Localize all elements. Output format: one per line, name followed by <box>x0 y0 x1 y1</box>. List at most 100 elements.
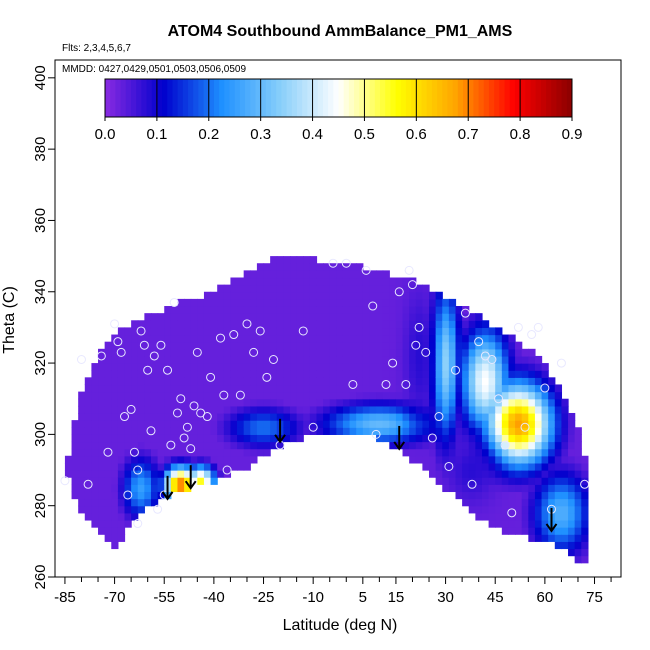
heatmap-cell <box>250 270 258 279</box>
heatmap-cell <box>64 455 73 464</box>
heatmap-cell <box>323 327 331 336</box>
heatmap-cell <box>581 505 589 514</box>
heatmap-cell <box>409 306 417 314</box>
colorbar-swatch <box>250 79 256 117</box>
heatmap-cell <box>91 441 99 450</box>
heatmap-cell <box>415 384 423 393</box>
colorbar-tick-label: 0.1 <box>146 126 167 143</box>
heatmap-cell <box>534 384 543 393</box>
heatmap-cell <box>475 470 483 478</box>
heatmap-cell <box>276 277 284 286</box>
heatmap-cell <box>283 270 291 279</box>
colorbar-tick-label: 0.9 <box>562 126 583 143</box>
heatmap-cell <box>309 398 318 407</box>
colorbar-swatch <box>416 79 423 117</box>
heatmap-cell <box>111 484 119 493</box>
heatmap-cell <box>415 391 423 400</box>
heatmap-cell <box>230 363 238 371</box>
heatmap-cell <box>541 427 549 435</box>
heatmap-cell <box>91 519 99 528</box>
heatmap-cell <box>111 462 119 471</box>
heatmap-cell <box>256 370 265 378</box>
heatmap-cell <box>230 412 238 421</box>
heatmap-cell <box>131 448 139 457</box>
sample-point <box>96 351 106 361</box>
heatmap-cell <box>217 405 225 414</box>
heatmap-cell <box>395 348 404 357</box>
heatmap-cell <box>501 455 510 464</box>
heatmap-cell <box>137 341 145 350</box>
heatmap-cell <box>164 327 172 336</box>
heatmap-cell <box>475 477 483 485</box>
heatmap-cell <box>382 391 390 400</box>
heatmap-cell <box>422 363 430 371</box>
heatmap-cell <box>263 370 271 378</box>
heatmap-cell <box>270 420 278 428</box>
heatmap-cell <box>117 505 126 514</box>
heatmap-cell <box>157 470 165 478</box>
heatmap-cell <box>329 427 337 435</box>
heatmap-cell <box>197 327 205 336</box>
heatmap-cell <box>435 405 443 414</box>
heatmap-cell <box>223 313 232 321</box>
heatmap-cell <box>296 263 304 271</box>
heatmap-cell <box>356 427 364 435</box>
heatmap-cell <box>409 341 417 350</box>
heatmap-cell <box>230 298 238 307</box>
heatmap-cell <box>270 405 278 414</box>
heatmap-cell <box>495 498 503 507</box>
heatmap-cell <box>71 491 79 500</box>
heatmap-cell <box>78 491 86 500</box>
heatmap-cell <box>342 391 351 400</box>
heatmap-cell <box>117 498 126 507</box>
heatmap-cell <box>243 291 251 300</box>
heatmap-cell <box>323 306 331 314</box>
heatmap-cell <box>495 405 503 414</box>
heatmap-cell <box>455 412 463 421</box>
heatmap-cell <box>495 477 503 485</box>
heatmap-cell <box>422 306 430 314</box>
sample-point <box>368 301 378 311</box>
heatmap-cell <box>250 370 258 378</box>
heatmap-cell <box>382 341 390 350</box>
heatmap-cell <box>98 427 106 435</box>
heatmap-cell <box>448 391 457 400</box>
heatmap-cell <box>98 363 106 371</box>
heatmap-cell <box>170 420 179 428</box>
heatmap-cell <box>508 427 516 435</box>
colorbar-swatch <box>125 79 132 117</box>
sample-point <box>268 355 278 364</box>
heatmap-cell <box>84 477 93 485</box>
heatmap-cell <box>349 420 357 428</box>
heatmap-cell <box>336 412 344 421</box>
heatmap-cell <box>164 391 172 400</box>
heatmap-cell <box>184 420 192 428</box>
heatmap-cell <box>501 477 510 485</box>
heatmap-cell <box>170 434 179 443</box>
heatmap-cell <box>402 277 410 286</box>
heatmap-cell <box>283 313 291 321</box>
sample-point <box>533 322 543 332</box>
heatmap-cell <box>422 377 430 386</box>
heatmap-cell <box>455 341 463 350</box>
heatmap-cell <box>581 534 589 542</box>
heatmap-cell <box>210 412 218 421</box>
sample-point <box>146 426 156 436</box>
heatmap-cell <box>124 398 132 407</box>
heatmap-cell <box>382 412 390 421</box>
heatmap-cell <box>263 448 271 457</box>
heatmap-cell <box>104 398 112 407</box>
heatmap-cell <box>422 348 430 357</box>
heatmap-cell <box>508 462 516 471</box>
heatmap-cell <box>170 355 179 364</box>
heatmap-cell <box>356 327 364 336</box>
heatmap-cell <box>462 420 470 428</box>
heatmap-cell <box>131 363 139 371</box>
heatmap-cell <box>349 313 357 321</box>
heatmap-cell <box>243 462 251 471</box>
heatmap-cell <box>402 448 410 457</box>
colorbar-swatch <box>520 79 526 117</box>
heatmap-cell <box>144 412 152 421</box>
sample-point <box>500 440 510 450</box>
heatmap-cell <box>336 313 344 321</box>
